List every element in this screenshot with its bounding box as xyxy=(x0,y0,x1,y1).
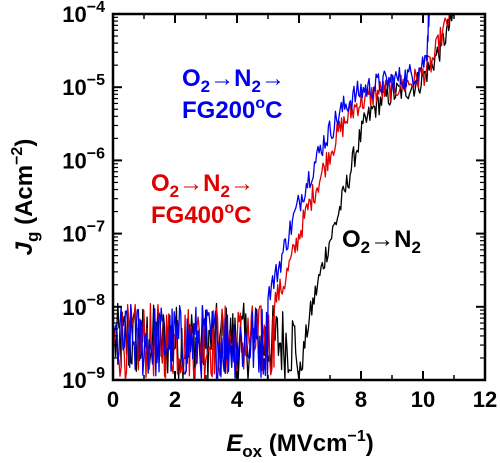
x-axis-title-unit-exp: −1 xyxy=(347,428,365,445)
y-axis-title: Jg (Acm−2) xyxy=(9,139,42,256)
x-tick-label: 2 xyxy=(169,387,181,412)
x-tick-label: 12 xyxy=(473,387,497,412)
x-axis-title-main: E xyxy=(226,430,243,457)
series-label-1-line-1: FG400oC xyxy=(151,200,252,229)
series-label-2-line-0: O2→N2→ xyxy=(182,65,285,96)
x-tick-label: 4 xyxy=(231,387,244,412)
x-axis-title-unit: (MVcm xyxy=(262,430,347,457)
y-tick-label: 10−8 xyxy=(62,292,105,320)
x-tick-label: 8 xyxy=(355,387,367,412)
x-axis-title-unit-end: ) xyxy=(366,430,374,457)
y-tick-label: 10−5 xyxy=(62,72,105,100)
series-line-2 xyxy=(113,14,430,380)
y-tick-label: 10−9 xyxy=(62,365,105,393)
series-line-0 xyxy=(113,14,455,380)
y-tick-label: 10−7 xyxy=(62,219,105,247)
x-axis-title: Eox (MVcm−1) xyxy=(226,428,373,461)
y-tick-label: 10−4 xyxy=(62,0,105,27)
y-axis-title-sub: g xyxy=(23,232,42,242)
ticks-layer: 0 2 4 6 8 10 12 10−9 10−8 10−7 10−6 10−5 10−4 xyxy=(62,0,497,412)
series-label-1-line-0: O2→N2→ xyxy=(151,170,254,201)
y-axis-title-unit-exp: −2 xyxy=(9,147,26,165)
y-axis-title-main: J xyxy=(11,241,38,255)
y-axis-title-unit-end: ) xyxy=(11,139,38,147)
x-tick-label: 10 xyxy=(411,387,435,412)
y-axis-title-unit: (Acm xyxy=(11,165,38,232)
series-layer xyxy=(113,14,455,380)
x-axis-title-sub: ox xyxy=(242,442,262,461)
x-tick-label: 0 xyxy=(107,387,119,412)
series-label-0-line-0: O2→N2 xyxy=(342,226,421,257)
series-label-2-line-1: FG200oC xyxy=(182,95,283,124)
y-tick-label: 10−6 xyxy=(62,145,105,173)
x-tick-label: 6 xyxy=(293,387,305,412)
